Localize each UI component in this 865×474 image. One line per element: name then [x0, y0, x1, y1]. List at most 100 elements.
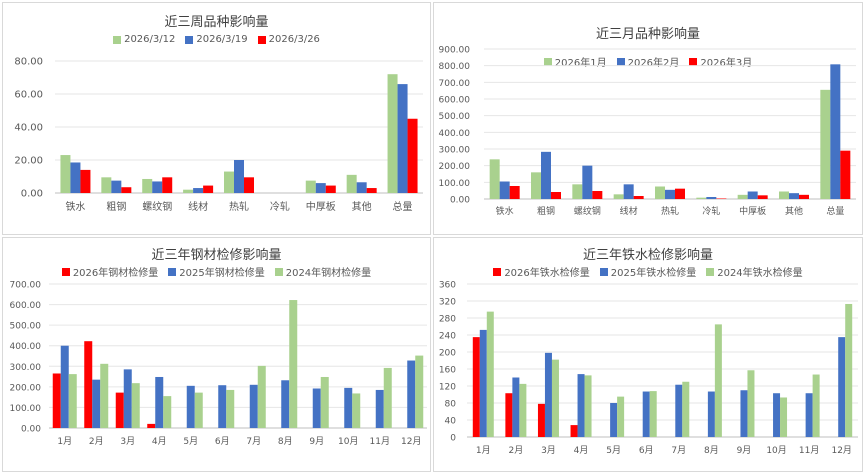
- bar: [203, 185, 214, 193]
- y-tick-label: 20.00: [14, 156, 43, 167]
- chart-legend: 2026年钢材检修量 2025年钢材检修量 2024年钢材检修量: [3, 264, 430, 279]
- legend-label: 2026/3/19: [196, 34, 248, 45]
- y-tick-label: 320: [439, 298, 456, 308]
- bar: [281, 380, 290, 428]
- x-tick-label: 7月: [671, 445, 686, 456]
- y-tick-label: 500.00: [10, 322, 42, 332]
- x-tick-label: 10月: [766, 445, 786, 456]
- bar: [577, 374, 585, 437]
- bar: [747, 370, 755, 437]
- legend-item: 2026年铁水检修量: [493, 264, 590, 279]
- bar: [123, 369, 132, 428]
- legend-swatch: [706, 267, 715, 276]
- x-tick-label: 10月: [338, 436, 358, 447]
- bar: [716, 198, 727, 199]
- x-tick-label: 其他: [785, 205, 803, 217]
- bar: [84, 341, 93, 428]
- y-tick-label: 120: [439, 383, 456, 393]
- y-tick-label: 240: [439, 332, 456, 342]
- x-tick-label: 其他: [352, 200, 372, 213]
- x-tick-label: 11月: [370, 436, 390, 447]
- y-tick-label: 80: [445, 400, 457, 410]
- legend-swatch: [257, 35, 266, 44]
- legend-item: 2026年钢材检修量: [61, 264, 158, 279]
- bar: [92, 379, 101, 428]
- chart-panel-weekly: 近三周品种影响量 2026/3/12 2026/3/19 2026/3/26 0…: [2, 2, 431, 235]
- bar: [218, 385, 227, 428]
- bar: [305, 180, 316, 193]
- bar: [505, 393, 513, 437]
- bar: [224, 171, 234, 193]
- bar: [551, 359, 559, 437]
- bar: [375, 389, 384, 428]
- legend-swatch: [493, 267, 502, 276]
- bar: [799, 194, 809, 199]
- legend-item: 2026/3/12: [113, 34, 175, 45]
- x-tick-label: 总量: [826, 205, 844, 217]
- legend-swatch: [689, 57, 698, 66]
- x-tick-label: 5月: [606, 445, 621, 456]
- x-tick-label: 冷轧: [702, 205, 720, 217]
- bar: [352, 393, 361, 428]
- chart-title: 近三月品种影响量: [595, 27, 700, 42]
- bar: [226, 389, 235, 428]
- legend-item: 2026/3/19: [185, 34, 248, 45]
- bar: [415, 355, 424, 428]
- bar: [70, 162, 81, 193]
- bar: [489, 159, 500, 199]
- y-tick-label: 800.00: [439, 62, 471, 72]
- bar: [820, 89, 831, 199]
- y-tick-label: 280: [439, 315, 456, 325]
- legend-item: 2024年钢材检修量: [274, 264, 372, 279]
- bar: [789, 193, 799, 199]
- bar: [773, 393, 781, 437]
- bar: [519, 383, 527, 437]
- bar: [780, 397, 788, 437]
- bar: [707, 391, 715, 437]
- chart-legend: 2026/3/12 2026/3/19 2026/3/26: [3, 34, 430, 45]
- y-tick-label: 160: [439, 366, 456, 376]
- bar: [779, 191, 789, 199]
- bar: [356, 182, 367, 193]
- bar: [479, 329, 487, 437]
- x-tick-label: 2月: [89, 436, 104, 447]
- bar: [757, 195, 768, 199]
- y-tick-label: 60.00: [14, 90, 43, 101]
- chart-panel-monthly: 近三月品种影响量 2026年1月 2026年2月 2026年3月 0.00 100…: [433, 2, 863, 235]
- bar: [60, 345, 69, 428]
- bar: [592, 191, 603, 199]
- y-tick-label: 500.00: [439, 112, 471, 122]
- bar: [257, 365, 266, 428]
- x-tick-label: 热轧: [229, 200, 249, 213]
- legend-label: 2026年3月: [700, 58, 753, 69]
- legend-item: 2026年2月: [616, 54, 679, 69]
- x-tick-label: 冷轧: [270, 200, 290, 213]
- x-tick-label: 粗钢: [106, 200, 126, 213]
- chart-legend: 2026年铁水检修量 2025年铁水检修量 2024年铁水检修量: [434, 264, 862, 279]
- bar: [675, 384, 683, 437]
- y-tick-label: 300.00: [10, 363, 42, 373]
- legend-swatch: [168, 267, 177, 276]
- y-tick-label: 200.00: [10, 383, 42, 393]
- bar: [805, 393, 813, 437]
- bar: [320, 376, 329, 428]
- x-tick-label: 粗钢: [537, 205, 555, 217]
- y-tick-label: 600.00: [10, 301, 42, 311]
- legend-item: 2025年铁水检修量: [599, 264, 696, 279]
- bar: [512, 377, 520, 437]
- legend-label: 2024年钢材检修量: [285, 268, 372, 279]
- bar: [131, 383, 140, 428]
- y-tick-label: 0.00: [21, 425, 41, 435]
- chart-plot-monthly: 0.00 100.00 200.00 300.00 400.00 500.00 600.00…: [439, 46, 856, 217]
- bar: [613, 194, 624, 199]
- chart-title: 近三年钢材检修影响量: [151, 248, 282, 263]
- bar: [147, 423, 156, 428]
- bar: [570, 425, 578, 437]
- x-tick-label: 铁水: [65, 200, 85, 213]
- bar: [537, 403, 545, 437]
- chart-panel-iron-maintenance: 近三年铁水检修影响量 2026年铁水检修量 2025年铁水检修量 2024年铁水…: [433, 237, 863, 472]
- bar: [100, 363, 109, 428]
- bar: [675, 188, 685, 199]
- x-tick-label: 中厚板: [739, 205, 766, 217]
- bar: [162, 177, 173, 193]
